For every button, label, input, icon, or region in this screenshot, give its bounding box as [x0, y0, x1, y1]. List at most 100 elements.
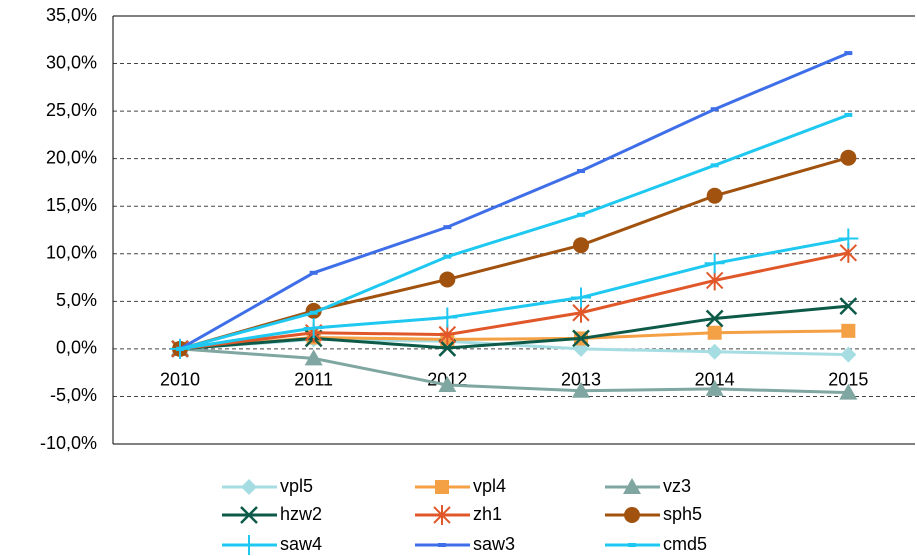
marker: [435, 480, 449, 494]
marker-shape: [841, 323, 856, 338]
series-line: [179, 156, 849, 351]
y-tick-label: 15,0%: [46, 195, 97, 215]
marker: [240, 506, 258, 524]
y-tick-label: -10,0%: [40, 433, 97, 453]
y-tick-label: 20,0%: [46, 147, 97, 167]
marker: [439, 271, 456, 288]
legend-item: vpl4: [415, 476, 506, 496]
marker: [838, 228, 859, 249]
marker-shape: [435, 480, 449, 494]
marker: [704, 253, 725, 274]
marker-shape: [571, 287, 591, 308]
marker: [438, 324, 457, 345]
y-tick-label: 30,0%: [46, 52, 97, 72]
legend-label: zh1: [473, 504, 502, 524]
marker-shape: [303, 317, 324, 338]
legend-item: hzw2: [222, 504, 322, 524]
marker: [437, 307, 458, 328]
marker: [707, 325, 722, 340]
marker: [840, 149, 857, 166]
marker: [839, 383, 858, 400]
marker: [706, 187, 723, 204]
marker-shape: [623, 478, 641, 494]
series-line: [179, 237, 849, 351]
marker-shape: [240, 506, 258, 524]
marker-shape: [838, 228, 859, 249]
marker: [839, 297, 858, 315]
marker: [438, 339, 457, 357]
legend-label: saw3: [473, 534, 515, 554]
marker: [705, 309, 724, 328]
marker: [705, 270, 724, 291]
marker: [705, 379, 724, 396]
x-tick-label: 2013: [561, 370, 601, 390]
marker-shape: [705, 379, 724, 396]
series-line: [179, 304, 849, 351]
legend-label: vz3: [663, 476, 691, 496]
marker-shape: [705, 309, 724, 328]
marker-shape: [840, 346, 857, 363]
marker-shape: [239, 535, 259, 555]
marker: [241, 479, 257, 495]
marker-shape: [438, 324, 457, 345]
legend-item: sph5: [605, 504, 702, 524]
legend-label: sph5: [663, 504, 702, 524]
marker-shape: [438, 376, 457, 393]
legend-item: vz3: [605, 476, 691, 496]
marker-shape: [439, 271, 456, 288]
marker-shape: [438, 339, 457, 357]
series-line: [179, 347, 849, 395]
marker: [303, 317, 324, 338]
legend-label: hzw2: [280, 504, 322, 524]
x-tick-label: 2014: [695, 370, 735, 390]
legend-item: cmd5: [605, 534, 707, 554]
legend-item: saw3: [415, 534, 515, 554]
legend-item: vpl5: [222, 476, 313, 496]
series-line: [179, 51, 849, 351]
marker: [433, 505, 451, 525]
marker-shape: [304, 349, 323, 366]
marker-shape: [840, 149, 857, 166]
marker: [840, 346, 857, 363]
marker: [572, 329, 590, 348]
y-tick-label: 0,0%: [56, 338, 97, 358]
marker: [438, 376, 457, 393]
marker-shape: [572, 329, 590, 348]
marker-shape: [705, 270, 724, 291]
marker-shape: [706, 187, 723, 204]
y-tick-label: 5,0%: [56, 290, 97, 310]
marker-shape: [437, 307, 458, 328]
legend-label: vpl4: [473, 476, 506, 496]
marker: [624, 507, 640, 523]
y-tick-label: 25,0%: [46, 100, 97, 120]
x-tick-label: 2015: [828, 370, 868, 390]
marker-shape: [433, 505, 451, 525]
marker: [571, 287, 591, 308]
marker-shape: [704, 253, 725, 274]
legend-item: zh1: [415, 504, 502, 525]
marker-shape: [706, 343, 723, 360]
marker: [572, 381, 590, 398]
legend-item: saw4: [222, 534, 322, 555]
marker: [304, 349, 323, 366]
marker: [623, 478, 641, 494]
marker-shape: [839, 297, 858, 315]
marker-shape: [624, 507, 640, 523]
x-tick-label: 2011: [294, 370, 333, 390]
marker-shape: [573, 237, 589, 254]
marker-shape: [572, 381, 590, 398]
marker: [841, 323, 856, 338]
marker-shape: [241, 479, 257, 495]
marker: [239, 535, 259, 555]
series-line: [179, 113, 849, 351]
legend-label: vpl5: [280, 476, 313, 496]
y-tick-label: -5,0%: [50, 385, 97, 405]
marker: [706, 343, 723, 360]
legend-label: cmd5: [663, 534, 707, 554]
marker-shape: [839, 383, 858, 400]
marker-shape: [707, 325, 722, 340]
x-tick-label: 2010: [160, 370, 200, 390]
legend-label: saw4: [280, 534, 322, 554]
series-line: [179, 251, 849, 351]
